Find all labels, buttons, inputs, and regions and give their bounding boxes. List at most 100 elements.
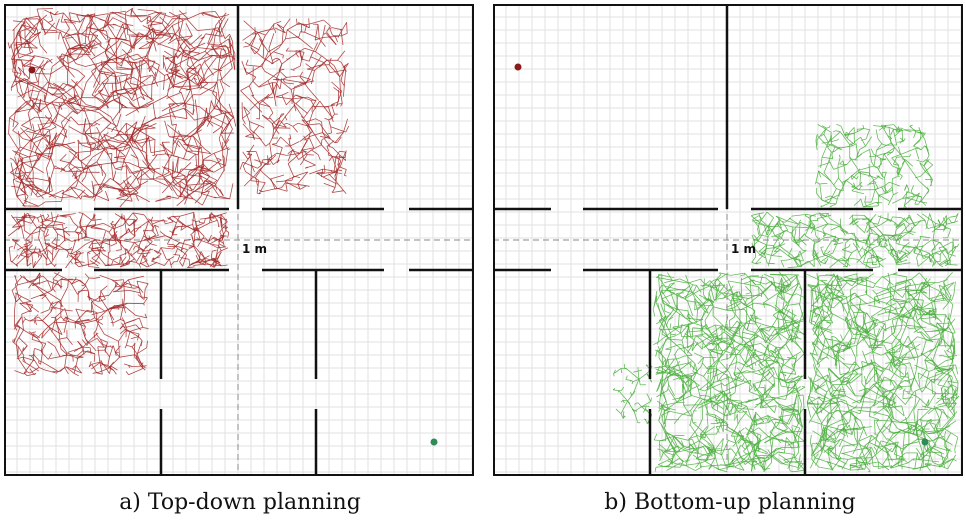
tree-edge [788, 442, 793, 450]
tree-edge [91, 296, 101, 303]
tree-edge [208, 100, 212, 117]
tree-edge [818, 274, 835, 277]
tree-edge [257, 28, 274, 34]
tree-edge [872, 446, 885, 458]
tree-edge [276, 147, 283, 163]
tree-edge [251, 164, 255, 173]
tree-edge [115, 165, 127, 170]
tree-edge [49, 356, 61, 359]
tree-edge [758, 427, 770, 438]
tree-edge [273, 47, 280, 53]
tree-edge [295, 103, 308, 114]
tree-edge [60, 122, 68, 138]
tree-edge [10, 78, 25, 89]
tree-edge [218, 20, 224, 36]
tree-edge [914, 391, 917, 397]
tree-edge [746, 292, 762, 300]
tree-edge [789, 381, 795, 384]
walls [4, 4, 474, 474]
tree-edge [83, 118, 87, 129]
tree-edge [883, 407, 889, 413]
tree-edge [133, 76, 146, 86]
tree-edge [148, 262, 157, 267]
tree-edge [243, 45, 249, 48]
tree-edge [789, 429, 799, 437]
tree-edge [271, 82, 274, 93]
tree-edge [74, 369, 82, 374]
tree-edge [750, 317, 755, 321]
tree-edge [161, 25, 173, 39]
tree-edge [758, 328, 766, 344]
tree-edge [862, 388, 867, 403]
tree-edge [339, 159, 342, 162]
tree-edge [903, 356, 919, 361]
tree-edge [115, 37, 130, 42]
tree-edge [797, 386, 806, 392]
tree-edge [947, 454, 957, 470]
tree-edge [42, 361, 56, 371]
tree-edge [275, 113, 282, 128]
tree-edge [156, 262, 165, 266]
tree-edge [94, 116, 104, 123]
tree-edge [286, 75, 300, 78]
tree-edge [166, 57, 175, 72]
tree-edge [891, 330, 902, 344]
tree-edge [702, 330, 715, 343]
tree-edge [10, 214, 18, 224]
tree-edge [654, 467, 657, 472]
tree-edge [910, 371, 917, 388]
tree-edge [659, 315, 666, 321]
tree-edge [14, 325, 20, 328]
tree-edge [323, 182, 332, 187]
tree-edge [729, 316, 735, 321]
tree-edge [209, 219, 218, 224]
tree-edge [71, 279, 81, 285]
tree-edge [212, 92, 223, 107]
tree-edge [63, 322, 67, 333]
tree-edge [154, 64, 160, 81]
tree-edge [44, 342, 46, 344]
tree-edge [820, 406, 830, 414]
tree-edge [305, 63, 313, 70]
tree-edge [850, 468, 866, 471]
tree-edge [754, 396, 767, 409]
tree-edge [903, 344, 919, 350]
tree-edge [54, 106, 61, 123]
tree-edge [77, 139, 79, 144]
tree-edge [677, 288, 693, 293]
tree-edge [135, 194, 150, 203]
tree-edge [706, 392, 722, 401]
tree-edge [51, 279, 55, 288]
tree-edge [114, 232, 120, 241]
tree-edge [249, 102, 258, 111]
tree-edge [211, 45, 228, 48]
tree-edge [256, 117, 260, 120]
tree-edge [330, 185, 336, 188]
tree-edge [683, 463, 700, 466]
tree-edge [271, 113, 285, 125]
tree-edge [39, 248, 42, 257]
tree-edge [303, 137, 309, 141]
tree-edge [152, 95, 168, 104]
tree-edge [675, 295, 679, 311]
map-border [4, 4, 474, 476]
tree-edge [119, 256, 121, 265]
tree-edge [41, 28, 57, 32]
tree-edge [72, 221, 79, 228]
tree-edge [114, 234, 118, 241]
tree-edge [97, 132, 109, 143]
tree-edge [14, 275, 17, 278]
tree-edge [125, 371, 129, 375]
tree-edge [61, 116, 72, 131]
tree-edge [67, 83, 75, 88]
tree-edge [205, 237, 209, 243]
tree-edge [827, 299, 831, 314]
tree-edge [242, 112, 250, 119]
tree-edge [717, 403, 719, 411]
tree-edge [177, 45, 188, 59]
tree-edge [110, 116, 113, 121]
tree-edge [340, 64, 346, 81]
tree-edge [17, 34, 31, 44]
tree-edge [75, 252, 84, 255]
tree-edge [55, 369, 58, 372]
